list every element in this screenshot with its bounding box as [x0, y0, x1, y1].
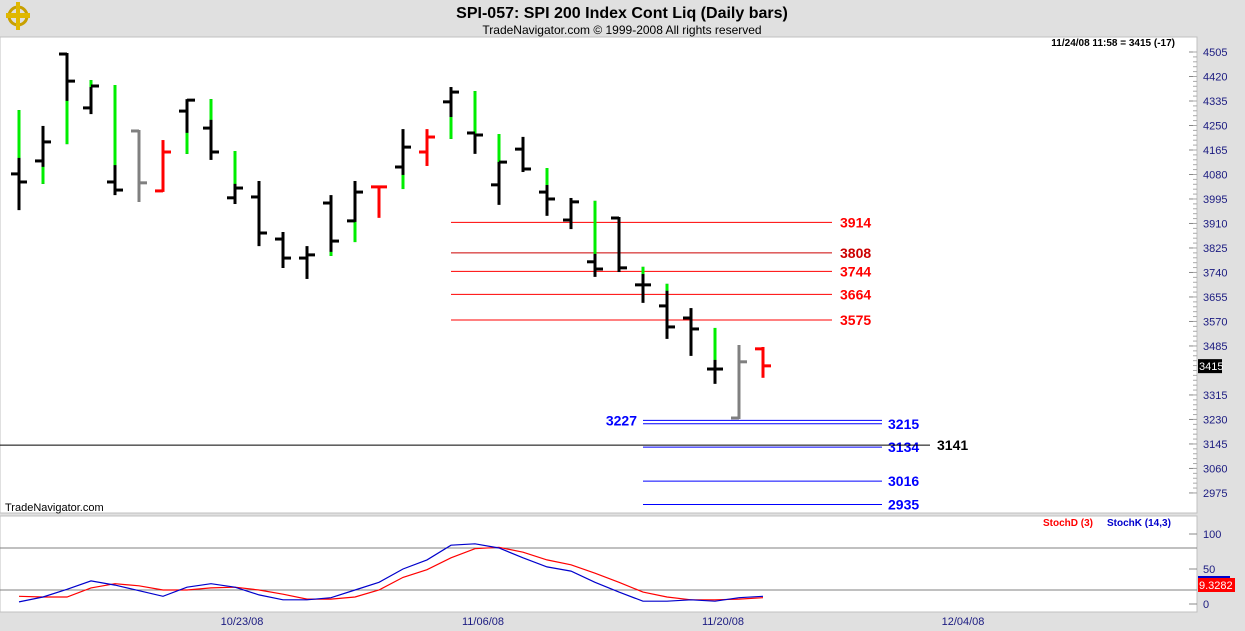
ohlc-bar[interactable] [755, 346, 771, 378]
ohlc-bar[interactable] [35, 125, 51, 184]
y-tick-label: 3570 [1203, 316, 1227, 328]
y-tick-label: 4505 [1203, 47, 1227, 59]
x-tick-label: 10/23/08 [221, 616, 264, 628]
logo-icon [6, 2, 30, 30]
ohlc-bar[interactable] [611, 216, 627, 273]
last-price-label: 3415 [1199, 361, 1223, 373]
y-tick-label: 3060 [1203, 463, 1227, 475]
ohlc-bar[interactable] [707, 327, 723, 384]
ohlc-bar[interactable] [107, 85, 123, 196]
y-tick-label: 3145 [1203, 439, 1227, 451]
ohlc-bar[interactable] [299, 246, 315, 279]
ohlc-bar[interactable] [731, 344, 747, 420]
level-label: 3134 [888, 439, 919, 455]
y-tick-label: 3910 [1203, 218, 1227, 230]
chart-subtitle: TradeNavigator.com © 1999-2008 All right… [482, 23, 761, 37]
y-tick-label: 2975 [1203, 488, 1227, 500]
ohlc-bar[interactable] [563, 197, 579, 230]
watermark-text: TradeNavigator.com [5, 502, 104, 514]
ohlc-bar[interactable] [587, 200, 603, 277]
stoch-last-value: 9.3282 [1199, 580, 1233, 592]
level-label: 3914 [840, 214, 871, 230]
y-tick-label: 4420 [1203, 71, 1227, 83]
ohlc-bar[interactable] [155, 140, 171, 193]
ohlc-bar[interactable] [131, 129, 147, 202]
level-label: 3575 [840, 312, 871, 328]
stoch-last-value-marker [1198, 578, 1235, 592]
y-tick-label: 4165 [1203, 145, 1227, 157]
y-tick-label: 4250 [1203, 120, 1227, 132]
y-tick-label: 4335 [1203, 96, 1227, 108]
ohlc-bar[interactable] [491, 134, 507, 205]
price-readout: 11/24/08 11:58 = 3415 (-17) [1051, 38, 1175, 49]
level-label: 3016 [888, 473, 919, 489]
level-label: 3141 [937, 437, 968, 453]
level-label: 3808 [840, 245, 871, 261]
ohlc-bar[interactable] [395, 129, 411, 190]
x-tick-label: 11/06/08 [462, 616, 504, 628]
level-label: 2935 [888, 496, 919, 512]
y-tick-label: 3825 [1203, 243, 1227, 255]
level-label: 3215 [888, 416, 919, 432]
y-tick-label: 3995 [1203, 194, 1227, 206]
y-tick-label: 3230 [1203, 414, 1227, 426]
ohlc-bar[interactable] [347, 180, 363, 243]
ohlc-bar[interactable] [371, 185, 387, 218]
ohlc-bar[interactable] [251, 180, 267, 247]
ohlc-bar[interactable] [179, 98, 195, 154]
y-tick-label: 3740 [1203, 267, 1227, 279]
legend-stochk: StochK (14,3) [1107, 518, 1171, 529]
price-panel[interactable] [0, 36, 1198, 514]
ohlc-bar[interactable] [635, 266, 651, 303]
ohlc-bar[interactable] [539, 168, 555, 216]
level-label: 3744 [840, 263, 871, 279]
last-price-marker [1198, 359, 1222, 374]
ohlc-bar[interactable] [659, 283, 675, 339]
y-tick-label: 3485 [1203, 341, 1227, 353]
ohlc-bar[interactable] [467, 91, 483, 154]
level-label: 3227 [606, 412, 637, 428]
ohlc-bar[interactable] [83, 80, 99, 115]
ohlc-bar[interactable] [275, 231, 291, 268]
ohlc-bar[interactable] [443, 87, 459, 139]
x-tick-label: 11/20/08 [702, 616, 744, 628]
stochastic-panel[interactable] [0, 515, 1198, 613]
ohlc-bar[interactable] [419, 129, 435, 166]
ohlc-bar[interactable] [227, 151, 243, 205]
ohlc-bar[interactable] [323, 195, 339, 256]
ohlc-bar[interactable] [59, 52, 75, 145]
y-tick-label: 3655 [1203, 292, 1227, 304]
stoch-line-d [18, 546, 764, 601]
ohlc-bar[interactable] [11, 110, 27, 211]
stoch-tick-label: 0 [1203, 599, 1209, 611]
stoch-line-k [18, 543, 764, 603]
level-label: 3664 [840, 286, 871, 302]
chart-title: SPI-057: SPI 200 Index Cont Liq (Daily b… [456, 5, 788, 22]
legend-stochd: StochD (3) [1043, 518, 1093, 529]
ohlc-bar[interactable] [203, 99, 219, 160]
ohlc-bar[interactable] [683, 308, 699, 356]
y-tick-label: 4080 [1203, 169, 1227, 181]
stoch-tick-label: 100 [1203, 529, 1221, 541]
stoch-tick-label: 50 [1203, 564, 1215, 576]
ohlc-bar[interactable] [515, 136, 531, 173]
y-tick-label: 3315 [1203, 390, 1227, 402]
x-tick-label: 12/04/08 [942, 616, 985, 628]
